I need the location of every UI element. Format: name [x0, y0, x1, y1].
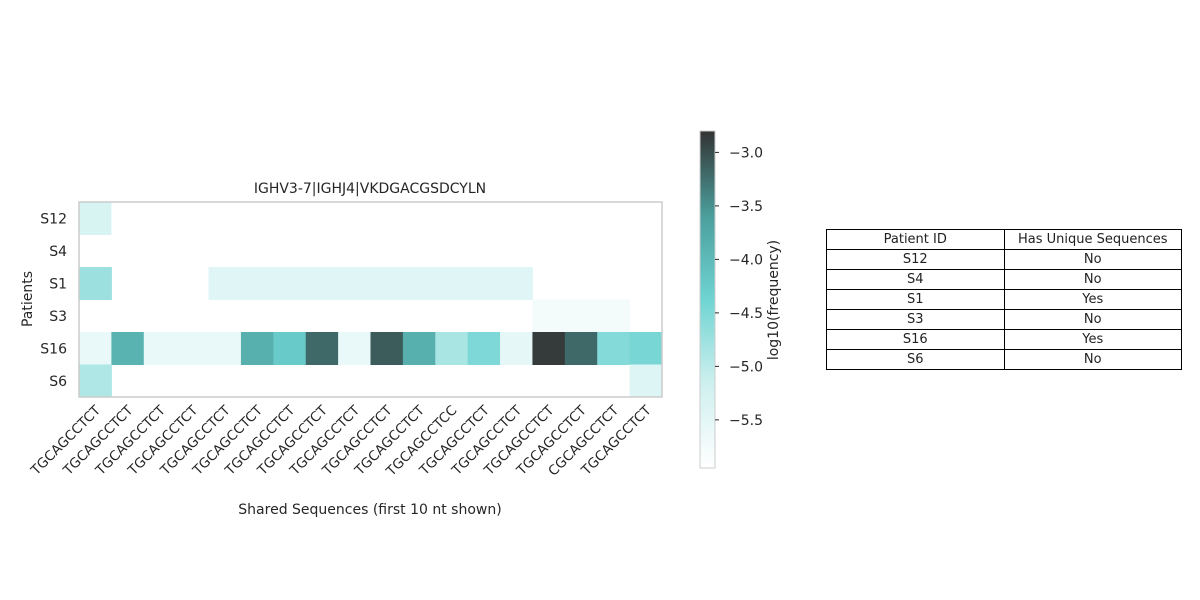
table-cell: S12: [826, 249, 1005, 270]
heatmap-cell: [111, 332, 145, 365]
table-cell: S6: [826, 349, 1005, 370]
heatmap-cell: [208, 267, 242, 300]
colorbar-tick-label: −4.0: [729, 252, 763, 268]
y-tick-label: S3: [49, 309, 67, 325]
heatmap-cells: [79, 202, 663, 398]
heatmap-cell: [79, 267, 112, 300]
heatmap-cell: [500, 267, 533, 300]
table-row: S1 Yes: [826, 289, 1182, 310]
heatmap-cell: [143, 202, 177, 235]
plot-frame: [78, 201, 663, 398]
heatmap-cell: [176, 332, 210, 365]
y-tick-label: S12: [40, 211, 67, 227]
colorbar-label: log10(frequency): [766, 240, 782, 360]
colorbar-tick-label: −3.5: [729, 199, 763, 215]
chart-title: IGHV3-7|IGHJ4|VKDGACGSDCYLN: [254, 181, 486, 197]
heatmap-cell: [467, 267, 501, 300]
heatmap-cell: [597, 299, 631, 333]
heatmap-cell: [564, 332, 598, 365]
table-cell: No: [1003, 249, 1182, 270]
patient-table: Patient ID Has Unique Sequences S12 No S4…: [826, 229, 1182, 370]
heatmap-cell: [79, 332, 112, 365]
table-row: S6 No: [826, 349, 1182, 370]
heatmap-cell: [629, 332, 663, 365]
colorbar-tick-label: −5.5: [729, 413, 763, 429]
table-cell: Yes: [1003, 289, 1182, 310]
table-cell: No: [1003, 309, 1182, 330]
heatmap-cell: [435, 332, 469, 365]
heatmap-cell: [79, 202, 112, 235]
heatmap-cell: [273, 332, 307, 365]
heatmap-cell: [273, 267, 307, 300]
colorbar: [699, 130, 716, 469]
table-cell: Yes: [1003, 329, 1182, 350]
heatmap-cell: [402, 267, 436, 300]
heatmap-cell: [500, 332, 533, 365]
x-tick-labels: TGCAGCCTCTTGCAGCCTCTTGCAGCCTCTTGCAGCCTCT…: [27, 402, 655, 480]
table-header-patient-id: Patient ID: [826, 229, 1005, 250]
heatmap-cell: [435, 267, 469, 300]
colorbar-tick-label: −4.5: [729, 306, 763, 322]
heatmap-cell: [338, 332, 371, 365]
colorbar-tick-label: −5.0: [729, 359, 763, 375]
table-header-unique-seqs: Has Unique Sequences: [1003, 229, 1182, 250]
heatmap-cell: [467, 332, 501, 365]
heatmap-cell: [370, 332, 404, 365]
colorbar-ticks: −3.0 −3.5 −4.0 −4.5 −5.0 −5.5: [715, 145, 763, 429]
x-axis-label: Shared Sequences (first 10 nt shown): [238, 502, 501, 518]
heatmap-cell: [305, 332, 339, 365]
y-tick-label: S4: [49, 244, 67, 260]
heatmap-cell: [79, 364, 112, 398]
heatmap-cell: [176, 202, 210, 235]
y-tick-label: S6: [49, 374, 67, 390]
table-row: S16 Yes: [826, 329, 1182, 350]
heatmap-cell: [305, 267, 339, 300]
heatmap-cell: [143, 332, 177, 365]
table-row: S4 No: [826, 269, 1182, 290]
heatmap-cell: [240, 267, 274, 300]
table-cell: S16: [826, 329, 1005, 350]
heatmap-cell: [629, 364, 663, 398]
table-cell: S3: [826, 309, 1005, 330]
heatmap-cell: [240, 332, 274, 365]
heatmap-cell: [370, 267, 404, 300]
table-cell: S1: [826, 289, 1005, 310]
heatmap-cell: [111, 202, 145, 235]
y-axis-label: Patients: [20, 271, 36, 327]
table-cell: No: [1003, 269, 1182, 290]
table-row: S12 No: [826, 249, 1182, 270]
heatmap-cell: [597, 332, 631, 365]
table-header-row: Patient ID Has Unique Sequences: [826, 229, 1182, 250]
colorbar-tick-label: −3.0: [729, 145, 763, 161]
y-tick-label: S1: [49, 276, 67, 292]
heatmap-cell: [532, 299, 566, 333]
heatmap-cell: [208, 332, 242, 365]
table-cell: S4: [826, 269, 1005, 290]
heatmap-cell: [564, 299, 598, 333]
heatmap-cell: [532, 332, 566, 365]
table-row: S3 No: [826, 309, 1182, 330]
heatmap-cell: [402, 332, 436, 365]
heatmap-cell: [338, 267, 371, 300]
y-tick-labels: S12 S4 S1 S3 S16 S6: [40, 211, 67, 390]
y-tick-label: S16: [40, 341, 67, 357]
table-cell: No: [1003, 349, 1182, 370]
